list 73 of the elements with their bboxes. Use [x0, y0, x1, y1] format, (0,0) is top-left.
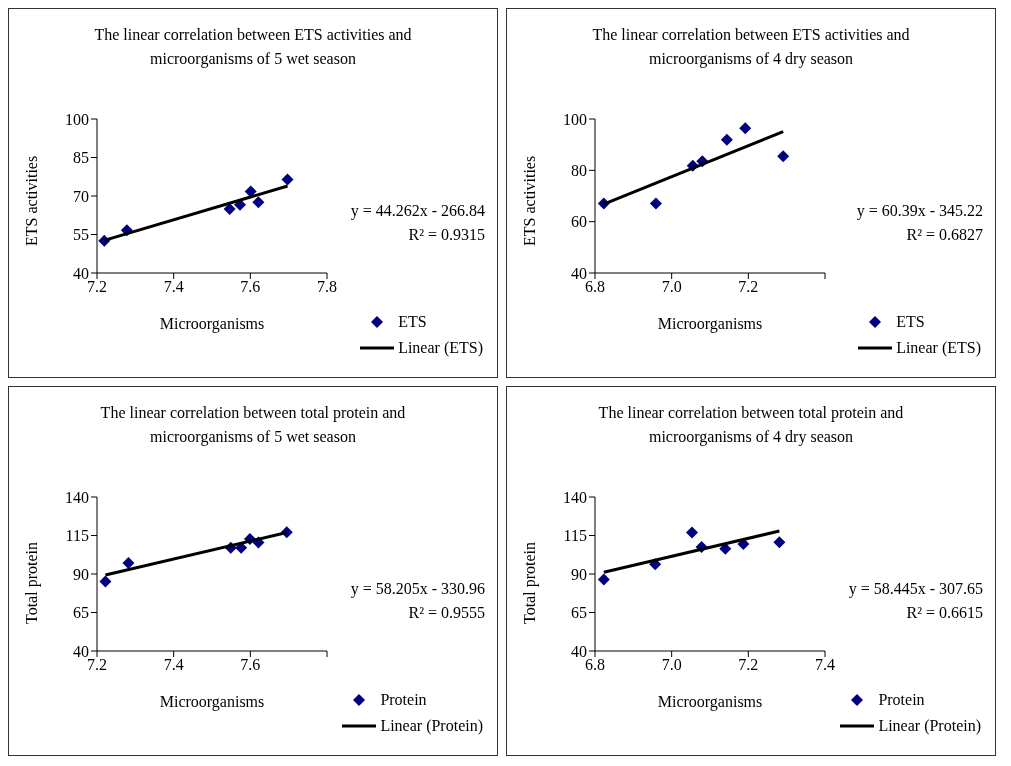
y-tick-label: 140	[65, 488, 89, 506]
text: y = 58.205x - 330.96	[350, 579, 485, 600]
y-tick-label: 40	[571, 264, 587, 282]
x-tick-label: 7.2	[738, 656, 759, 674]
x-tick-label: 7.6	[240, 278, 261, 296]
x-tick-label: 7.2	[87, 656, 107, 674]
x-axis-title: Microorganisms	[159, 693, 265, 711]
point	[99, 575, 112, 588]
point	[281, 173, 294, 186]
y-tick-label: 60	[571, 213, 587, 231]
x-tick-label: 7.4	[163, 656, 184, 674]
chart-title: The linear correlation between ETS activities and microorganisms of 5 wet season	[94, 26, 412, 67]
y-tick-label: 40	[73, 264, 89, 282]
y-tick-label: 40	[73, 642, 89, 660]
y-axis-title: Total protein	[520, 542, 539, 624]
legend-label: ETS	[896, 313, 925, 331]
y-tick-label: 140	[563, 488, 587, 506]
point	[739, 122, 752, 135]
point	[597, 573, 610, 586]
text: y = 58.445x - 307.65	[848, 579, 983, 600]
point	[720, 133, 733, 146]
y-tick-label: 90	[73, 565, 89, 583]
chart-title: The linear correlation between total protein and microorganisms of 5 wet season	[100, 404, 406, 445]
y-tick-label: 70	[73, 187, 89, 205]
text: y = 44.262x - 266.84	[350, 201, 485, 222]
x-tick-label: 7.0	[661, 656, 682, 674]
point	[649, 197, 662, 210]
y-tick-label: 85	[73, 149, 89, 167]
y-tick-label: 80	[571, 162, 587, 180]
text: R² = 0.9315	[407, 225, 485, 245]
text: y = 60.39x - 345.22	[856, 201, 983, 222]
legend-label: Protein	[380, 691, 427, 709]
point	[252, 196, 265, 209]
x-tick-label: 6.8	[585, 656, 605, 674]
point	[122, 556, 135, 569]
x-tick-label: 7.4	[163, 278, 184, 296]
x-axis-title: Microorganisms	[159, 315, 265, 333]
x-axis-title: Microorganisms	[657, 315, 763, 333]
chart-title: The linear correlation between ETS activities and microorganisms of 4 dry season	[592, 26, 910, 67]
point	[777, 150, 790, 163]
x-tick-label: 7.2	[738, 278, 759, 296]
x-tick-label: 7.8	[317, 278, 337, 296]
text: R² = 0.6615	[905, 603, 983, 623]
y-tick-label: 55	[73, 226, 89, 244]
legend-label: Protein	[878, 691, 925, 709]
y-tick-label: 100	[65, 110, 89, 128]
legend-label: Linear (ETS)	[398, 339, 483, 357]
chart-title: The linear correlation between total protein and microorganisms of 4 dry season	[598, 404, 904, 445]
legend-label: Linear (Protein)	[878, 717, 981, 735]
legend-label: Linear (Protein)	[380, 717, 483, 735]
point	[223, 203, 236, 216]
x-tick-label: 6.8	[585, 278, 605, 296]
x-tick-label: 7.2	[87, 278, 107, 296]
text: R² = 0.6827	[905, 225, 983, 245]
x-tick-label: 7.4	[815, 656, 835, 674]
y-tick-label: 115	[563, 527, 587, 545]
text: R² = 0.9555	[407, 603, 485, 623]
point	[685, 526, 698, 539]
y-axis-title: Total protein	[22, 542, 41, 624]
y-axis-title: ETS activities	[22, 155, 40, 246]
x-tick-label: 7.0	[661, 278, 682, 296]
point	[773, 536, 786, 549]
y-axis-title: ETS activities	[520, 155, 538, 246]
y-tick-label: 65	[571, 604, 587, 622]
y-tick-label: 65	[73, 604, 89, 622]
y-tick-label: 115	[65, 527, 89, 545]
legend-label: ETS	[398, 313, 427, 331]
y-tick-label: 90	[571, 565, 587, 583]
x-tick-label: 7.6	[240, 656, 261, 674]
y-tick-label: 100	[563, 110, 587, 128]
legend-label: Linear (ETS)	[896, 339, 981, 357]
y-tick-label: 40	[571, 642, 587, 660]
x-axis-title: Microorganisms	[657, 693, 763, 711]
